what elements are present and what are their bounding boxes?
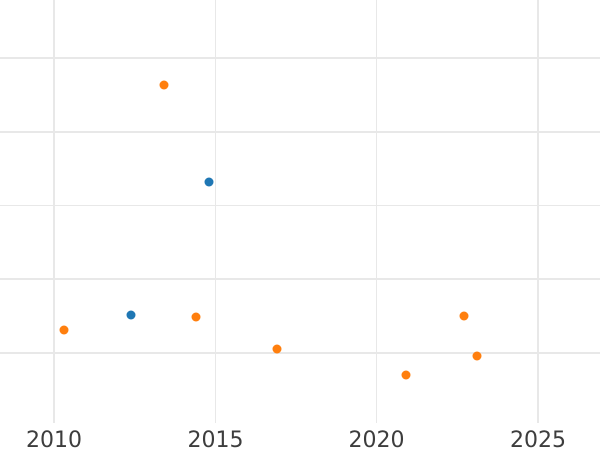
h-gridline — [0, 57, 600, 59]
h-gridline — [0, 131, 600, 133]
data-point-blue — [204, 177, 214, 187]
x-tick-label: 2025 — [510, 428, 566, 450]
data-point-orange — [472, 351, 482, 361]
data-point-blue — [126, 310, 136, 320]
data-point-orange — [59, 325, 69, 335]
data-point-orange — [191, 312, 201, 322]
h-gridline — [0, 278, 600, 280]
v-gridline — [214, 0, 217, 423]
data-point-orange — [459, 311, 469, 321]
data-point-orange — [272, 344, 282, 354]
x-tick-label: 2015 — [187, 428, 244, 450]
v-gridline — [53, 0, 55, 423]
x-tick-label: 2020 — [348, 428, 405, 450]
v-gridline — [375, 0, 378, 423]
h-gridline — [0, 204, 600, 207]
v-gridline — [537, 0, 539, 423]
h-gridline — [0, 352, 600, 354]
x-tick-label: 2010 — [26, 428, 82, 450]
data-point-orange — [159, 80, 169, 90]
data-point-orange — [401, 370, 411, 380]
